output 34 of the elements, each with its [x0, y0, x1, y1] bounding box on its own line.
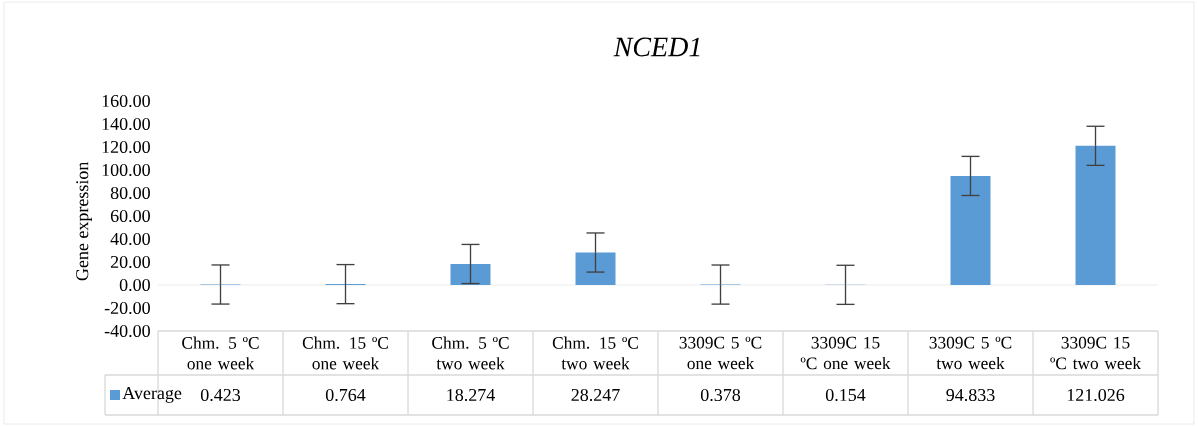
- y-tick-label: 60.00: [110, 209, 150, 223]
- x-tick-label: 3309C 5 ºC two week: [929, 336, 1012, 370]
- data-label: 94.833: [946, 388, 995, 402]
- x-tick-label: 3309C 15 ºC two week: [1050, 336, 1142, 370]
- x-tick-label: 3309C 5 ºC one week: [679, 336, 762, 370]
- y-tick-label: -40.00: [104, 324, 150, 338]
- y-axis-title: Gene expression: [76, 161, 92, 281]
- y-tick-label: 20.00: [110, 255, 150, 269]
- x-tick-label: Chm. 5 ºC one week: [182, 336, 259, 370]
- bar: [950, 175, 991, 285]
- legend-label: Average: [122, 387, 182, 403]
- y-tick-label: 0.00: [119, 278, 150, 292]
- data-label: 121.026: [1067, 388, 1125, 402]
- x-tick-label: 3309C 15 ºC one week: [800, 336, 891, 370]
- y-tick-label: -20.00: [104, 301, 150, 315]
- y-tick-label: 140.00: [102, 117, 150, 131]
- data-label: 18.274: [447, 388, 495, 402]
- x-tick-label: Chm. 5 ºC two week: [432, 336, 509, 370]
- data-label: 0.378: [700, 388, 741, 402]
- y-tick-label: 120.00: [102, 140, 150, 154]
- y-tick-label: 80.00: [110, 186, 150, 200]
- x-tick-label: Chm. 15 ºC two week: [552, 336, 638, 370]
- bar: [450, 263, 491, 285]
- y-tick-label: 160.00: [102, 94, 150, 108]
- data-label: 0.764: [325, 388, 366, 402]
- bar: [1075, 145, 1116, 285]
- y-tick-label: 100.00: [102, 163, 150, 177]
- data-label: 28.247: [571, 388, 620, 402]
- chart-title: NCED1: [613, 37, 700, 57]
- data-label: 0.154: [825, 388, 866, 402]
- data-label: 0.423: [200, 388, 241, 402]
- bar: [575, 252, 616, 285]
- y-tick-label: 40.00: [110, 232, 150, 246]
- x-tick-label: Chm. 15 ºC one week: [302, 336, 388, 370]
